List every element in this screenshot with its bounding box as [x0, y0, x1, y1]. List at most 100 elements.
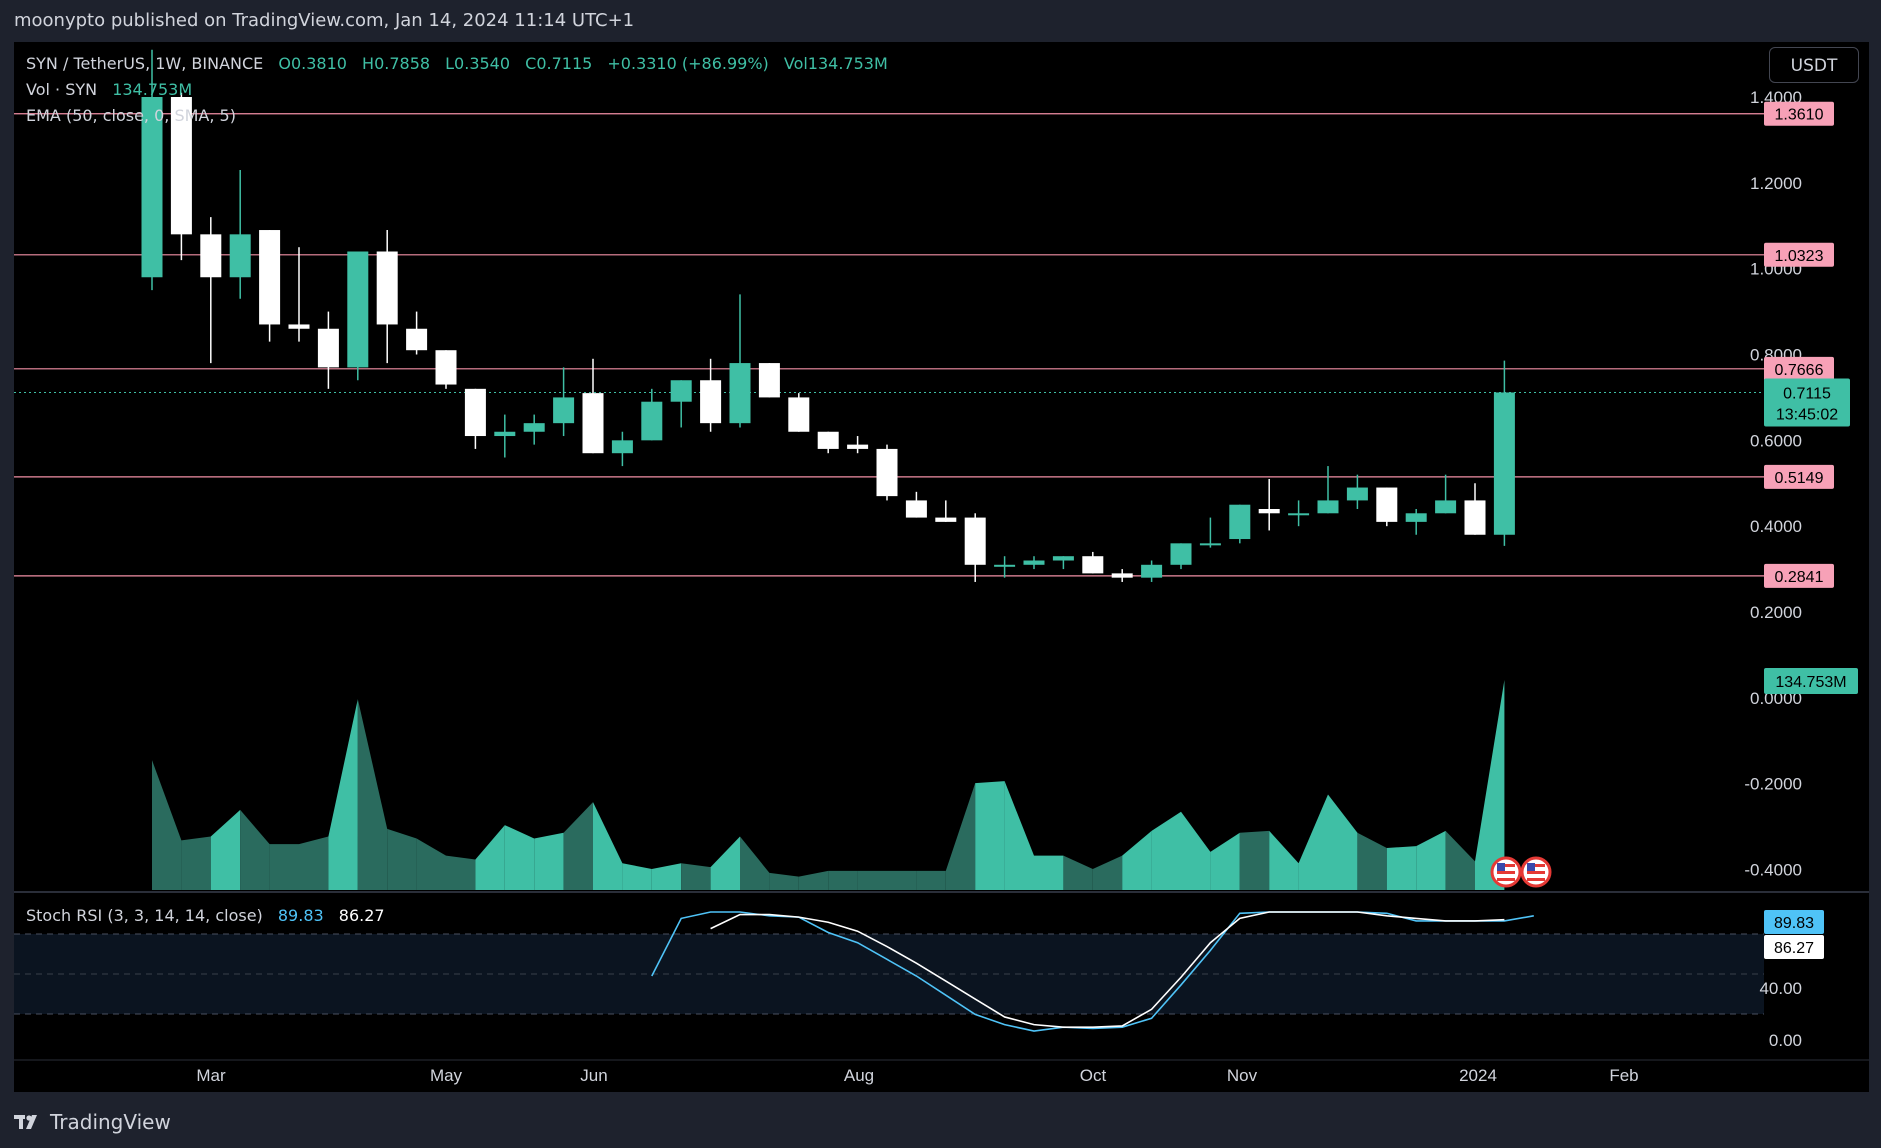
candle-body	[435, 350, 457, 385]
volume-segment	[710, 836, 740, 890]
price-tick-label: 0.2000	[1750, 603, 1802, 622]
level-price-label-bg	[1764, 563, 1834, 588]
volume-segment	[593, 802, 623, 890]
volume-segment	[1298, 794, 1328, 890]
time-tick-label: Mar	[196, 1066, 226, 1085]
time-tick-label: May	[430, 1066, 463, 1085]
volume-label: Vol · SYN	[26, 80, 98, 99]
stoch-label: Stoch RSI (3, 3, 14, 14, close)	[26, 906, 263, 925]
candle-body	[1170, 543, 1192, 565]
candle-body	[758, 363, 780, 398]
candle-body	[170, 97, 192, 235]
last-price-bg	[1764, 378, 1850, 427]
tradingview-logo-icon	[14, 1115, 37, 1129]
volume-segment	[887, 870, 917, 890]
volume-segment	[740, 836, 770, 890]
volume-segment	[1386, 846, 1417, 890]
price-tick-label: 0.4000	[1750, 517, 1802, 536]
time-tick-label: 2024	[1459, 1066, 1497, 1085]
stoch-tick-label: 0.00	[1769, 1031, 1802, 1050]
high-value: H0.7858	[362, 54, 431, 73]
stoch-d-value: 86.27	[338, 906, 385, 925]
candle-body	[1199, 543, 1221, 546]
candle-body	[1229, 504, 1251, 540]
volume-segment	[681, 863, 711, 890]
volume-tag-bg	[1764, 668, 1858, 694]
level-price-label: 1.0323	[1775, 248, 1824, 265]
candle-body	[464, 388, 486, 437]
us-flag-stripe	[1527, 871, 1545, 874]
stoch-legend[interactable]: Stoch RSI (3, 3, 14, 14, close) 89.83 86…	[26, 906, 395, 925]
volume-segment	[387, 828, 417, 890]
level-price-label-bg	[1764, 464, 1834, 489]
level-price-label: 0.2841	[1775, 569, 1824, 586]
volume-segment	[945, 783, 976, 890]
volume-segment	[328, 699, 358, 890]
candle-body	[259, 230, 281, 325]
candle-body	[1111, 573, 1133, 578]
candle-body	[1376, 487, 1398, 522]
volume-segment	[299, 836, 329, 890]
volume-segment	[1416, 830, 1446, 890]
stoch-d-tag-bg	[1764, 935, 1824, 959]
candle-body	[611, 440, 633, 454]
price-tick-label: 0.6000	[1750, 431, 1802, 450]
candle-body	[200, 234, 222, 278]
time-tick-label: Oct	[1080, 1066, 1107, 1085]
volume-segment	[651, 863, 682, 890]
volume-segment	[269, 844, 299, 890]
volume-value: Vol134.753M	[783, 54, 888, 73]
candle-body	[729, 363, 751, 424]
candle-body	[700, 380, 722, 424]
candle-body	[523, 423, 545, 432]
time-tick-label: Nov	[1227, 1066, 1258, 1085]
chart-background	[14, 42, 1869, 1092]
volume-segment	[916, 870, 946, 890]
candle-body	[1023, 560, 1045, 565]
candle-body	[817, 431, 839, 449]
tradingview-logo[interactable]: TradingView	[14, 1110, 171, 1134]
ema-legend[interactable]: EMA (50, close, 0, SMA, 5)	[26, 106, 246, 125]
volume-segment	[1122, 830, 1152, 890]
volume-segment	[1357, 832, 1387, 890]
candle-body	[847, 444, 869, 449]
level-price-label: 0.7666	[1775, 362, 1824, 379]
us-flag-stripe	[1497, 878, 1515, 881]
level-price-label-bg	[1764, 242, 1834, 267]
volume-segment	[181, 836, 211, 890]
volume-legend-value: 134.753M	[112, 80, 193, 99]
volume-segment	[1210, 832, 1240, 890]
stoch-d-line	[710, 911, 1505, 1028]
price-tick-label: -0.2000	[1744, 775, 1802, 794]
us-flag-canton	[1527, 863, 1535, 871]
currency-button[interactable]: USDT	[1769, 47, 1859, 83]
price-tick-label: 1.2000	[1750, 174, 1802, 193]
candle-body	[1082, 556, 1104, 574]
candle-body	[1317, 500, 1339, 514]
time-tick-label: Feb	[1609, 1066, 1638, 1085]
stoch-k-tag-bg	[1764, 910, 1824, 934]
change-value: +0.3310 (+86.99%)	[607, 54, 769, 73]
us-flag-stripe	[1527, 878, 1545, 881]
us-flag-stripe	[1497, 864, 1515, 867]
volume-segment	[1181, 811, 1211, 890]
open-value: O0.3810	[278, 54, 347, 73]
price-labels: 1.3610 1.0323 0.7666 0.5149 0.2841 0.7115 13:4…	[1764, 101, 1858, 959]
candle-body	[1288, 513, 1310, 516]
time-tick-label: Aug	[844, 1066, 874, 1085]
volume-segment	[210, 809, 241, 890]
time-axis: Mar May Jun Aug Oct Nov 2024 Feb	[196, 1066, 1638, 1085]
symbol-title[interactable]: SYN / TetherUS, 1W, BINANCE	[26, 54, 264, 73]
volume-legend[interactable]: Vol · SYN 134.753M	[26, 80, 202, 99]
candle-body	[317, 328, 339, 368]
candle-body	[1052, 556, 1074, 561]
volume-segment	[416, 838, 446, 890]
volume-segment	[1034, 855, 1064, 890]
countdown-label: 13:45:02	[1776, 406, 1838, 423]
us-flag-stripe	[1497, 871, 1515, 874]
candle-body	[582, 393, 604, 454]
volume-segment	[446, 855, 476, 890]
close-value: C0.7115	[525, 54, 593, 73]
us-flag-stripe	[1527, 864, 1545, 867]
